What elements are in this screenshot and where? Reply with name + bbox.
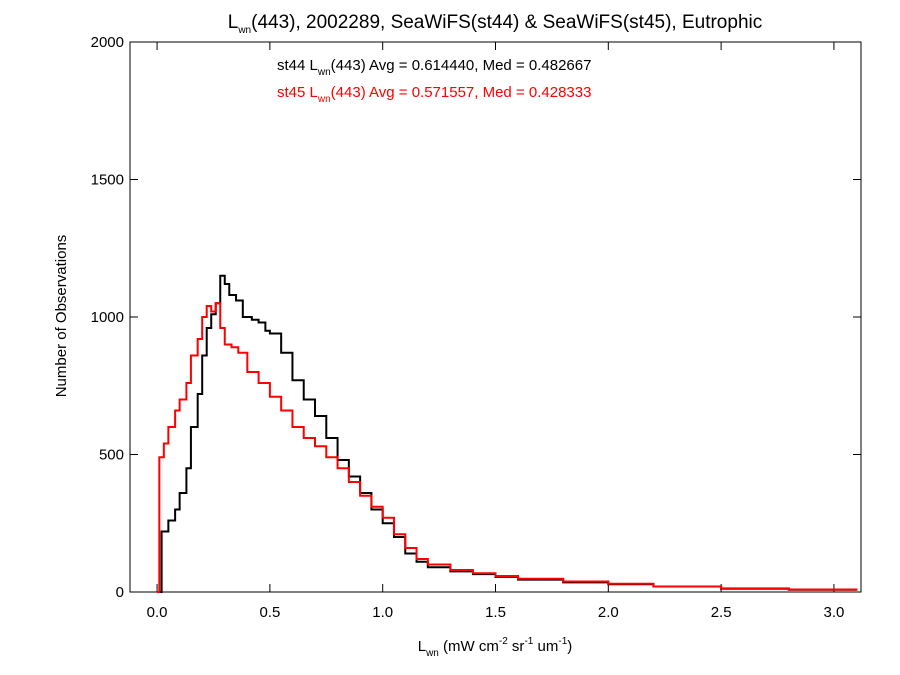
- x-tick-label: 3.0: [823, 604, 844, 621]
- x-tick-label: 1.0: [372, 604, 393, 621]
- y-tick-label: 500: [99, 447, 124, 464]
- series-st44-line: [157, 274, 858, 593]
- legend-st45: st45 Lwn(443) Avg = 0.571557, Med = 0.42…: [277, 84, 591, 105]
- x-tick-label: 1.5: [485, 604, 506, 621]
- y-tick-label: 1000: [91, 309, 124, 326]
- y-tick-label: 0: [116, 584, 124, 601]
- series-st45-line: [157, 302, 858, 593]
- chart-title: Lwn(443), 2002289, SeaWiFS(st44) & SeaWi…: [228, 12, 762, 36]
- y-tick-label: 1500: [91, 172, 124, 189]
- x-axis-label: Lwn (mW cm-2 sr-1 um-1): [418, 636, 573, 659]
- legend-st44: st44 Lwn(443) Avg = 0.614440, Med = 0.48…: [277, 57, 591, 78]
- plot-frame: [129, 41, 862, 593]
- x-tick-label: 0.5: [259, 604, 280, 621]
- x-tick-label: 2.0: [598, 604, 619, 621]
- y-axis-ticks: 0 500 1000 1500 2000: [91, 34, 861, 601]
- x-tick-label: 2.5: [711, 604, 732, 621]
- y-tick-label: 2000: [91, 34, 124, 51]
- series-layer: [157, 274, 858, 593]
- y-axis-label: Number of Observations: [53, 235, 70, 398]
- x-axis-ticks: 0.0 0.5 1.0 1.5 2.0 2.5 3.0: [147, 42, 844, 621]
- x-tick-label: 0.0: [147, 604, 168, 621]
